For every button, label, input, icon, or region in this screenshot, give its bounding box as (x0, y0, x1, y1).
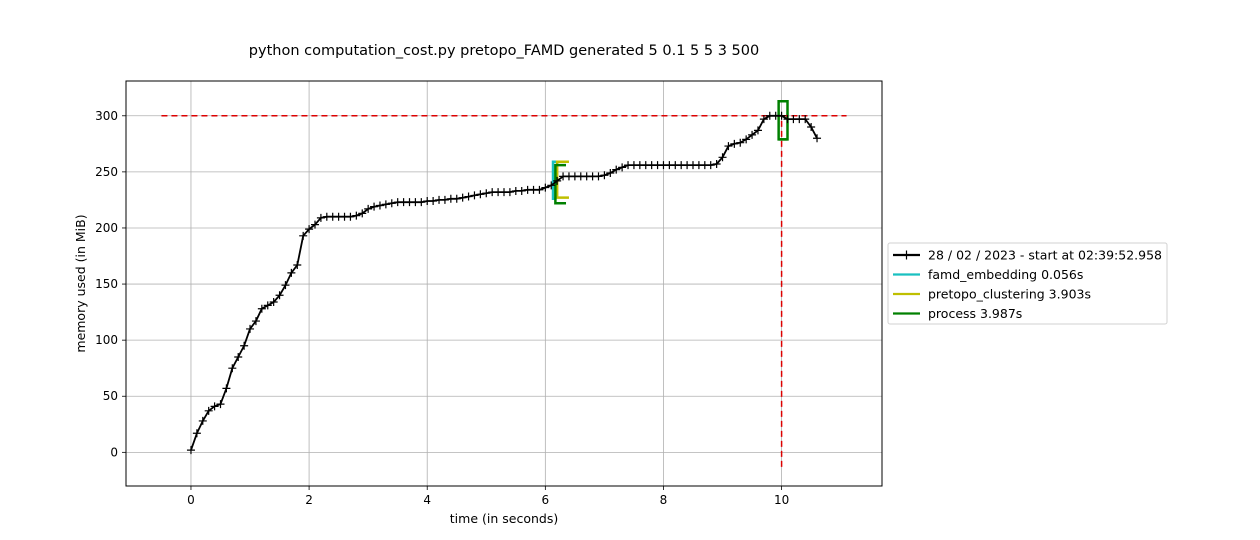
memory-point (618, 163, 627, 172)
function-bracket (554, 163, 567, 205)
memory-point (464, 192, 473, 201)
memory-point (606, 168, 615, 177)
legend-box (887, 242, 1168, 325)
memory-point (204, 406, 213, 415)
memory-point (429, 197, 438, 206)
memory-point (305, 225, 314, 234)
x-tick-label: 10 (774, 493, 789, 507)
x-tick-label: 8 (660, 493, 668, 507)
memory-point (748, 130, 757, 139)
memory-point (352, 211, 361, 220)
y-tick-label: 0 (110, 445, 118, 459)
y-tick-label: 100 (95, 333, 118, 347)
memory-point (736, 138, 745, 147)
plot-area (161, 99, 847, 467)
function-bracket (777, 99, 788, 141)
legend-label: famd_embedding 0.056s (928, 267, 1083, 282)
memory-point (807, 122, 816, 131)
grid-lines (126, 81, 882, 486)
y-tick-label: 200 (95, 221, 118, 235)
memory-point (813, 134, 822, 143)
memory-point (547, 181, 556, 190)
x-tick-label: 0 (187, 493, 195, 507)
legend: 28 / 02 / 2023 - start at 02:39:52.958 fa… (887, 242, 1168, 325)
memory-point (257, 304, 266, 313)
x-tick-label: 4 (423, 493, 431, 507)
memory-point (375, 201, 384, 210)
memory-point (724, 142, 733, 151)
memory-point (759, 115, 768, 124)
memory-point (263, 301, 272, 310)
memory-point (275, 291, 284, 300)
legend-entries: 28 / 02 / 2023 - start at 02:39:52.958 fa… (893, 248, 1162, 321)
memory-point (458, 193, 467, 202)
memory-point (246, 324, 255, 333)
y-tick-label: 150 (95, 277, 118, 291)
plot-frame (125, 80, 883, 487)
memory-point (777, 111, 786, 120)
chart-title: python computation_cost.py pretopo_FAMD … (249, 43, 759, 59)
memory-point (452, 194, 461, 203)
y-axis-label: memory used (in MiB) (73, 214, 88, 352)
memory-point (346, 212, 355, 221)
memory-point (293, 260, 302, 269)
memory-point (186, 446, 195, 455)
legend-marker (902, 250, 911, 260)
memory-point (216, 400, 225, 409)
memory-point (316, 213, 325, 222)
x-tick-label: 2 (305, 493, 313, 507)
memory-point (234, 352, 243, 361)
memory-point (730, 139, 739, 148)
y-tick-label: 300 (95, 109, 118, 123)
function-bracket-end (778, 99, 789, 141)
memory-point (535, 185, 544, 194)
memory-point (222, 384, 231, 393)
x-axis-label: time (in seconds) (450, 511, 558, 526)
memory-point (612, 165, 621, 174)
memory-point (381, 200, 390, 209)
memory-point (311, 220, 319, 229)
memory-point (712, 160, 721, 169)
memory-point (482, 189, 491, 198)
memory-point (440, 195, 449, 204)
memory-point (517, 186, 526, 195)
memory-point (718, 153, 727, 162)
memory-point (753, 126, 762, 135)
memory-point (370, 202, 379, 211)
legend-label: process 3.987s (928, 306, 1022, 321)
memory-point (476, 190, 485, 199)
memory-point (358, 209, 367, 218)
y-tick-label: 50 (103, 389, 118, 403)
memory-point (742, 135, 751, 144)
memory-point (470, 191, 479, 200)
legend-label: 28 / 02 / 2023 - start at 02:39:52.958 (928, 248, 1162, 263)
memory-point (251, 317, 260, 326)
memory-point (299, 231, 308, 240)
memory-point (417, 198, 426, 207)
memory-point (281, 281, 290, 290)
legend-label: pretopo_clustering 3.903s (928, 287, 1091, 302)
memory-point (198, 416, 207, 425)
memory-point (269, 298, 278, 307)
memory-point (706, 161, 715, 170)
memory-point (505, 188, 514, 197)
memory-point (594, 172, 603, 181)
memory-point (240, 341, 249, 350)
y-tick-label: 250 (95, 165, 118, 179)
memory-point (801, 115, 810, 124)
memory-point (600, 171, 609, 180)
memory-point (228, 364, 237, 373)
memory-point (210, 402, 219, 411)
memory-point (192, 429, 201, 438)
memory-point (541, 183, 550, 192)
memory-point (553, 176, 562, 185)
x-tick-label: 6 (542, 493, 550, 507)
memory-point (287, 268, 296, 277)
memory-point (364, 204, 373, 213)
memory-point (387, 199, 396, 208)
